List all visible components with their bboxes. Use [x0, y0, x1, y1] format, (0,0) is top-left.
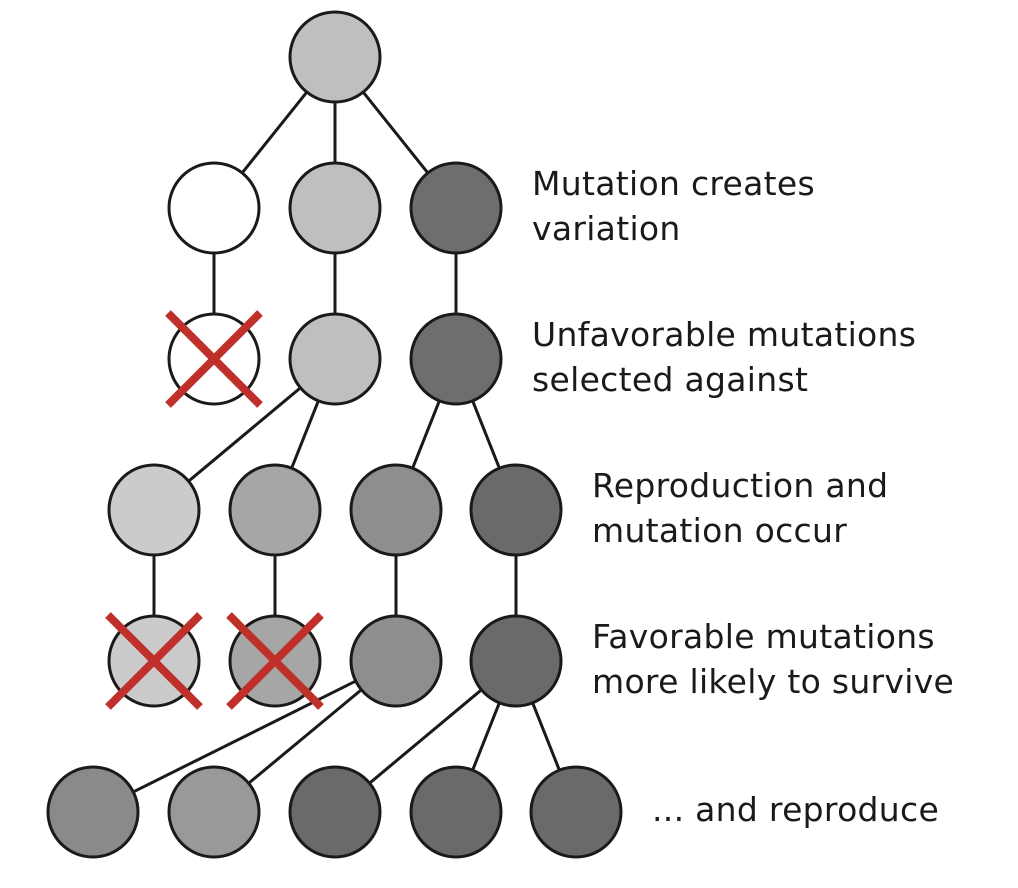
node-g1-dark	[409, 161, 503, 255]
cross-stroke	[105, 612, 203, 710]
edge-g2-dark-to-g3-d	[471, 400, 501, 469]
node-g2-dark	[409, 312, 503, 406]
node-g5-d	[409, 765, 503, 859]
edge-root-to-g1-white	[240, 91, 309, 174]
label-reproduction-and-mutation: Reproduction and mutation occur	[592, 463, 888, 553]
node-g5-c	[288, 765, 382, 859]
cross-stroke	[165, 310, 263, 408]
edge-root-to-g1-dark	[361, 91, 430, 174]
edge-g4-d-to-g5-e	[531, 702, 561, 771]
node-g1-light	[288, 161, 382, 255]
node-g3-c	[349, 463, 443, 557]
node-g4-c	[349, 614, 443, 708]
label-unfavorable-selected-against: Unfavorable mutations selected against	[532, 312, 916, 402]
cross-stroke	[226, 612, 324, 710]
label-line: ... and reproduce	[652, 790, 940, 829]
edge-g4-c-to-g5-b	[247, 688, 363, 785]
label-line: mutation occur	[592, 511, 848, 550]
cross-icon	[105, 612, 203, 710]
edges	[132, 91, 561, 794]
label-line: Reproduction and	[592, 466, 889, 505]
node-g3-d	[469, 463, 563, 557]
label-favorable-more-likely-survive: Favorable mutations more likely to survi…	[592, 614, 954, 704]
label-line: Favorable mutations	[592, 617, 935, 656]
node-g2-light	[288, 312, 382, 406]
label-and-reproduce: ... and reproduce	[652, 787, 939, 832]
node-g5-e	[529, 765, 623, 859]
edge-g2-dark-to-g3-c	[411, 400, 441, 469]
node-g4-d	[469, 614, 563, 708]
node-g3-b	[228, 463, 322, 557]
node-g3-a	[107, 463, 201, 557]
label-line: more likely to survive	[592, 662, 955, 701]
node-root	[288, 10, 382, 104]
label-line: Mutation creates	[532, 164, 815, 203]
nodes	[46, 10, 623, 859]
cross-icon	[165, 310, 263, 408]
label-mutation-creates-variation: Mutation creates variation	[532, 161, 815, 251]
node-g1-white	[167, 161, 261, 255]
label-line: selected against	[532, 360, 809, 399]
cross-icon	[226, 612, 324, 710]
label-line: variation	[532, 209, 681, 248]
edge-g4-d-to-g5-c	[368, 688, 483, 785]
node-g5-a	[46, 765, 140, 859]
label-line: Unfavorable mutations	[532, 315, 917, 354]
edge-g4-d-to-g5-d	[471, 702, 501, 771]
elimination-marks	[105, 310, 324, 710]
edge-g2-light-to-g3-a	[187, 386, 302, 483]
edge-g2-light-to-g3-b	[290, 400, 320, 469]
node-g5-b	[167, 765, 261, 859]
